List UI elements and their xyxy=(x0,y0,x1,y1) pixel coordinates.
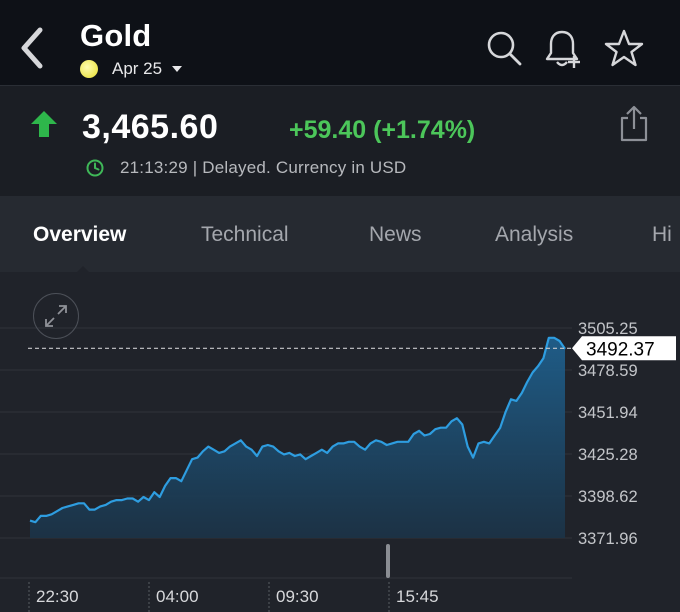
delayed-status-text: 21:13:29 | Delayed. Currency in USD xyxy=(120,158,407,177)
price-change: +59.40 (+1.74%) xyxy=(289,116,476,144)
active-tab-indicator xyxy=(76,266,90,273)
x-tick-label: 04:00 xyxy=(156,587,199,606)
search-button[interactable] xyxy=(484,28,524,72)
add-alert-bell-icon xyxy=(545,30,580,68)
tab-bar: Overview Technical News Analysis Hi xyxy=(0,196,680,272)
tab-overview[interactable]: Overview xyxy=(33,223,127,246)
arrow-up-icon xyxy=(31,111,57,137)
current-price-tag-bg xyxy=(572,336,676,361)
expand-icon xyxy=(44,304,67,327)
y-tick-label: 3478.59 xyxy=(578,362,638,380)
current-price-tag: 3492.37 xyxy=(572,336,676,361)
add-alert-button[interactable] xyxy=(544,28,584,72)
share-icon xyxy=(620,105,648,142)
page-title: Gold xyxy=(80,18,152,53)
favorite-button[interactable] xyxy=(604,28,644,72)
price-chart-svg: 3505.25 3478.59 3451.94 3425.28 3398.62 3371.… xyxy=(0,320,676,612)
y-tick-label: 3371.96 xyxy=(578,530,638,548)
x-axis-labels: 22:30 04:00 09:30 15:45 xyxy=(36,587,439,606)
x-tick-label: 09:30 xyxy=(276,587,319,606)
price-area-fill xyxy=(30,337,565,538)
chevron-down-icon xyxy=(172,66,183,72)
date-selector[interactable]: Apr 25 xyxy=(80,58,183,80)
last-price: 3,465.60 xyxy=(82,108,219,146)
y-tick-label: 3505.25 xyxy=(578,320,638,338)
current-price-label: 3492.37 xyxy=(586,339,655,360)
expand-chart-button[interactable] xyxy=(33,293,79,339)
date-label: Apr 25 xyxy=(112,59,163,78)
back-button[interactable] xyxy=(14,26,54,70)
market-status-dot-icon xyxy=(80,60,98,78)
y-tick-label: 3451.94 xyxy=(578,404,638,422)
y-tick-label: 3398.62 xyxy=(578,488,638,506)
tab-analysis[interactable]: Analysis xyxy=(495,223,574,246)
back-chevron-icon xyxy=(21,27,43,69)
clock-icon xyxy=(86,159,104,177)
session-marker-handle[interactable] xyxy=(386,544,390,578)
y-axis-labels: 3505.25 3478.59 3451.94 3425.28 3398.62 3371.… xyxy=(578,320,638,548)
search-icon xyxy=(487,31,522,66)
share-button[interactable] xyxy=(617,104,651,142)
price-chart[interactable]: 3505.25 3478.59 3451.94 3425.28 3398.62 3371.… xyxy=(0,272,680,612)
star-icon xyxy=(604,29,644,67)
tab-technical[interactable]: Technical xyxy=(201,223,289,246)
header-bar: Gold Apr 25 xyxy=(0,0,680,85)
tab-historical[interactable]: Hi xyxy=(652,223,672,246)
quote-status: 21:13:29 | Delayed. Currency in USD xyxy=(86,158,406,178)
y-tick-label: 3425.28 xyxy=(578,446,638,464)
x-tick-label: 22:30 xyxy=(36,587,79,606)
price-line xyxy=(29,336,566,524)
quote-panel: 3,465.60 +59.40 (+1.74%) 21:13:29 | Dela… xyxy=(0,85,680,196)
x-tick-label: 15:45 xyxy=(396,587,439,606)
tab-news[interactable]: News xyxy=(369,223,422,246)
